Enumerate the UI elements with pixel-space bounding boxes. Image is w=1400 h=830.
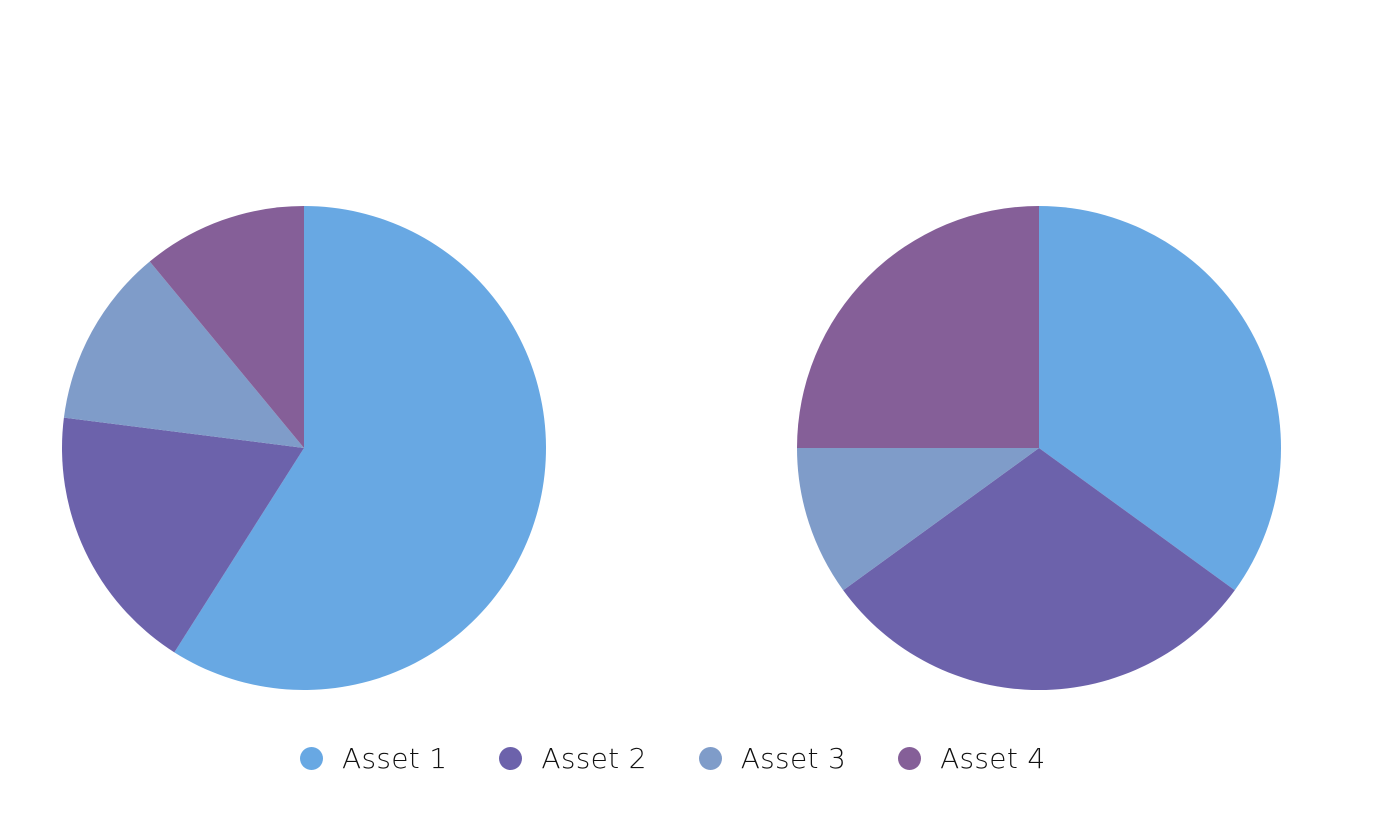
- legend-item-asset-4[interactable]: Asset 4: [898, 742, 1045, 775]
- legend-label: Asset 1: [342, 741, 448, 775]
- legend-label: Asset 3: [740, 741, 847, 775]
- pie-chart-2: [797, 206, 1281, 690]
- pie-slice-asset-1[interactable]: [1039, 206, 1281, 591]
- pie-slice-asset-4[interactable]: [149, 206, 304, 448]
- chart-legend: Asset 1 Asset 2 Asset 3 Asset 4: [300, 738, 1045, 778]
- legend-swatch: [499, 746, 523, 770]
- pie-slice-asset-3[interactable]: [63, 261, 305, 448]
- legend-swatch: [300, 746, 323, 770]
- legend-item-asset-3[interactable]: Asset 3: [698, 741, 847, 775]
- pie-slice-asset-1[interactable]: [174, 206, 547, 691]
- legend-item-asset-2[interactable]: Asset 2: [499, 742, 646, 775]
- legend-label: Asset 4: [940, 741, 1046, 775]
- pie-slice-asset-3[interactable]: [797, 448, 1039, 591]
- legend-swatch: [698, 746, 722, 770]
- pie-chart-1: [62, 206, 547, 691]
- legend-swatch: [898, 746, 922, 770]
- legend-label: Asset 2: [541, 741, 647, 775]
- legend-item-asset-1[interactable]: Asset 1: [300, 742, 447, 775]
- pie-slice-asset-2[interactable]: [843, 448, 1235, 690]
- pie-slice-asset-2[interactable]: [62, 417, 304, 653]
- pie-slice-asset-4[interactable]: [797, 206, 1039, 448]
